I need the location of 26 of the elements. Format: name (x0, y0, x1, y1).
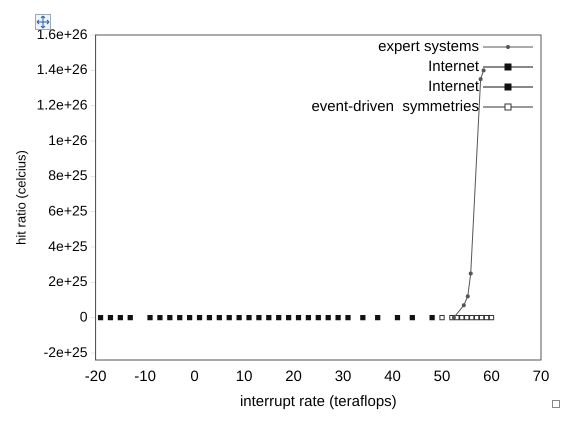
x-tick-label: 10 (236, 368, 252, 386)
legend-label: Internet (428, 58, 480, 76)
x-axis-title: interrupt rate (teraflops) (240, 393, 397, 410)
legend-label: expert systems (378, 38, 479, 56)
x-tick-label: 60 (483, 368, 500, 386)
y-tick-label: 6e+25 (48, 202, 88, 218)
x-tick-label: 20 (285, 368, 302, 386)
x-tick-label: -10 (134, 368, 156, 386)
x-tick-label: 40 (384, 368, 401, 386)
y-tick-label: -2e+25 (44, 344, 88, 360)
x-tick-label: 30 (334, 368, 352, 386)
x-tick-label: 50 (434, 368, 450, 386)
legend-label: event-driven symmetries (311, 98, 479, 116)
y-tick-label: 1e+26 (48, 132, 88, 148)
y-tick-label: 0 (80, 308, 88, 324)
y-tick-label: 1.4e+26 (36, 61, 88, 78)
y-tick-label: 8e+25 (48, 167, 88, 184)
y-tick-label: 2e+25 (48, 273, 88, 290)
x-tick-label: 0 (190, 368, 199, 386)
legend-label: Internet (428, 78, 480, 96)
x-tick-label: -20 (84, 368, 106, 386)
y-tick-label: 1.6e+26 (36, 26, 88, 42)
x-tick-label: 70 (532, 368, 550, 386)
y-tick-label: 4e+25 (48, 238, 88, 254)
y-tick-label: 1.2e+26 (36, 96, 88, 113)
y-axis-title: hit ratio (celcius) (13, 150, 28, 245)
